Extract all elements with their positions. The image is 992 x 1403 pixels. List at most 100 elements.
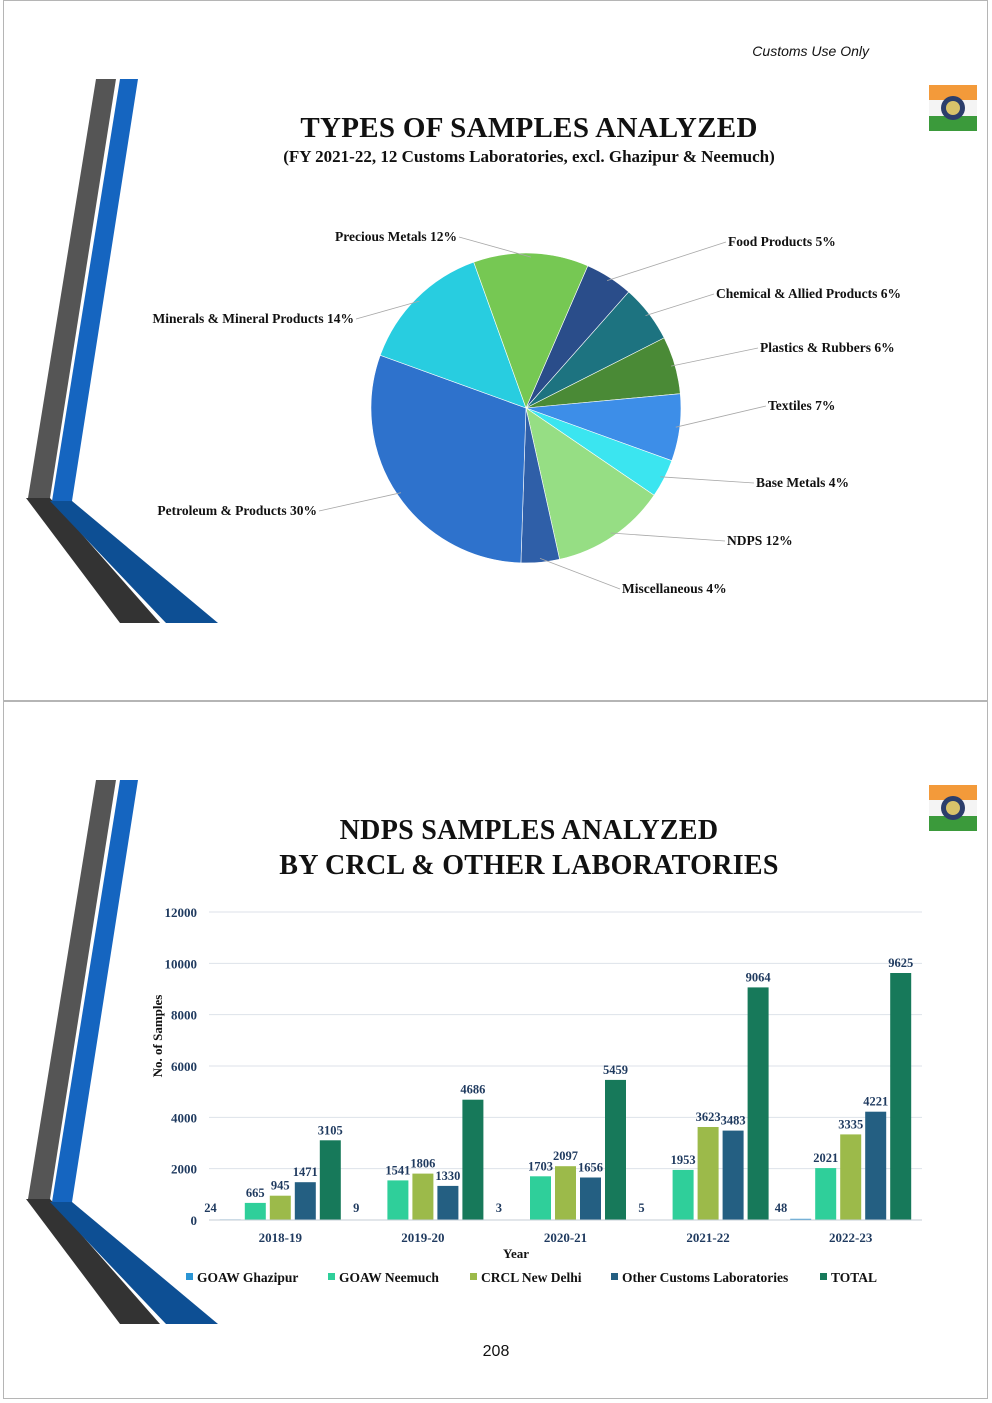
legend-label: TOTAL: [831, 1270, 877, 1285]
legend-label: GOAW Ghazipur: [197, 1270, 298, 1285]
sample-types-pie-chart: Food Products 5% Chemical & Allied Produc…: [153, 229, 901, 596]
pie-slice-label: Textiles 7%: [768, 398, 835, 413]
india-flag-emblem-logo: [929, 85, 977, 131]
y-tick-label: 12000: [165, 905, 198, 920]
bar-value-label: 3105: [318, 1123, 343, 1137]
bar-value-label: 1330: [435, 1169, 460, 1183]
legend-swatch: [328, 1273, 335, 1280]
bar: [790, 1218, 812, 1220]
pie-leader-line: [606, 241, 727, 281]
pie-slice-label: Food Products 5%: [728, 234, 836, 249]
bar: [530, 1176, 551, 1220]
y-tick-label: 2000: [171, 1162, 197, 1177]
bar-value-label: 3335: [838, 1117, 863, 1131]
deco-dark-stripe: [26, 498, 160, 623]
pie-slice: [525, 407, 655, 560]
india-flag-emblem-logo: [929, 785, 977, 831]
page-number: 208: [482, 1343, 510, 1360]
bar-value-label: 4686: [460, 1083, 485, 1097]
bar-value-label: 9625: [888, 956, 913, 970]
bar: [605, 1079, 626, 1220]
y-axis-title: No. of Samples: [150, 995, 165, 1078]
bar-value-label: 3: [496, 1201, 502, 1215]
bar: [244, 1202, 266, 1220]
bar-value-label: 1541: [385, 1163, 410, 1177]
bar-value-label: 5459: [603, 1063, 628, 1077]
pie-leader-line: [671, 347, 759, 367]
deco-navy-stripe: [50, 1202, 218, 1324]
bar: [865, 1111, 887, 1220]
slide-ndps-samples: NDPS SAMPLES ANALYZED BY CRCL & OTHER LA…: [3, 701, 988, 1399]
x-tick-label: 2018-19: [259, 1230, 303, 1245]
bar: [815, 1168, 837, 1220]
deco-dark-stripe: [26, 1199, 160, 1324]
bar: [890, 973, 912, 1220]
deco-blue-stripe: [52, 780, 138, 1202]
pie-slice-label: Miscellaneous 4%: [622, 581, 727, 596]
legend-label: Other Customs Laboratories: [622, 1270, 788, 1285]
bar-value-label: 2097: [553, 1149, 578, 1163]
pie-slice-label: Chemical & Allied Products 6%: [716, 286, 901, 301]
bar-value-label: 1656: [578, 1161, 603, 1175]
x-axis-title: Year: [503, 1246, 529, 1261]
bar-value-label: 24: [204, 1201, 217, 1215]
legend-swatch: [820, 1273, 827, 1280]
bar: [294, 1182, 316, 1220]
pie-slice-label: Minerals & Mineral Products 14%: [153, 311, 354, 326]
slide1-subtitle: (FY 2021-22, 12 Customs Laboratories, ex…: [283, 147, 775, 166]
bar: [412, 1173, 434, 1220]
deco-gray-stripe: [28, 79, 116, 498]
deco-blue-stripe: [52, 79, 138, 501]
bar-value-label: 5: [638, 1201, 644, 1215]
pie-slice-label: Precious Metals 12%: [335, 229, 457, 244]
decorative-chevron-graphic: [26, 79, 218, 623]
pie-leader-line: [675, 405, 767, 428]
pie-slice: [473, 252, 589, 409]
bar-value-label: 1703: [528, 1159, 553, 1173]
customs-use-only-note: Customs Use Only: [752, 43, 869, 59]
bar: [462, 1099, 484, 1220]
legend-swatch: [186, 1273, 193, 1280]
y-tick-label: 10000: [165, 956, 198, 971]
x-tick-label: 2020-21: [544, 1230, 587, 1245]
pie-slice-label: Petroleum & Products 30%: [157, 503, 317, 518]
bar-value-label: 1953: [671, 1153, 696, 1167]
bar-value-label: 9064: [746, 970, 772, 984]
bar-value-label: 665: [246, 1186, 265, 1200]
bar-value-label: 2021: [813, 1151, 838, 1165]
bar-value-label: 1806: [410, 1157, 435, 1171]
pie-leader-line: [610, 532, 726, 542]
pie-leader-line: [318, 492, 402, 512]
y-tick-label: 8000: [171, 1008, 197, 1023]
y-tick-label: 4000: [171, 1110, 197, 1125]
pie-slice: [379, 261, 527, 409]
pie-leader-line: [660, 476, 755, 484]
deco-navy-stripe: [50, 501, 218, 623]
bar-value-label: 3623: [696, 1110, 721, 1124]
pie-leader-line: [458, 236, 532, 258]
slide-types-of-samples: Customs Use Only TYPES OF SAMPLES ANALYZ…: [3, 0, 988, 701]
y-tick-label: 6000: [171, 1059, 197, 1074]
x-tick-label: 2021-22: [686, 1230, 729, 1245]
legend-swatch: [470, 1273, 477, 1280]
pie-leader-line: [539, 558, 621, 590]
bar: [672, 1169, 694, 1220]
slide2-title-line1: NDPS SAMPLES ANALYZED: [339, 815, 719, 846]
deco-gray-stripe: [28, 780, 116, 1199]
bar: [697, 1127, 719, 1220]
legend-label: GOAW Neemuch: [339, 1270, 439, 1285]
y-tick-label: 0: [191, 1213, 198, 1228]
bar: [722, 1130, 744, 1220]
bar: [840, 1134, 862, 1220]
slide2-title-line2: BY CRCL & OTHER LABORATORIES: [279, 850, 779, 881]
bar: [387, 1180, 409, 1220]
legend-swatch: [611, 1273, 618, 1280]
bar-value-label: 3483: [721, 1114, 746, 1128]
legend-label: CRCL New Delhi: [481, 1270, 582, 1285]
bar-value-label: 48: [775, 1201, 788, 1215]
pie-slice-label: NDPS 12%: [727, 533, 793, 548]
bar-value-label: 4221: [863, 1095, 888, 1109]
bar: [580, 1177, 601, 1220]
bar-value-label: 1471: [293, 1165, 318, 1179]
x-tick-label: 2022-23: [829, 1230, 873, 1245]
